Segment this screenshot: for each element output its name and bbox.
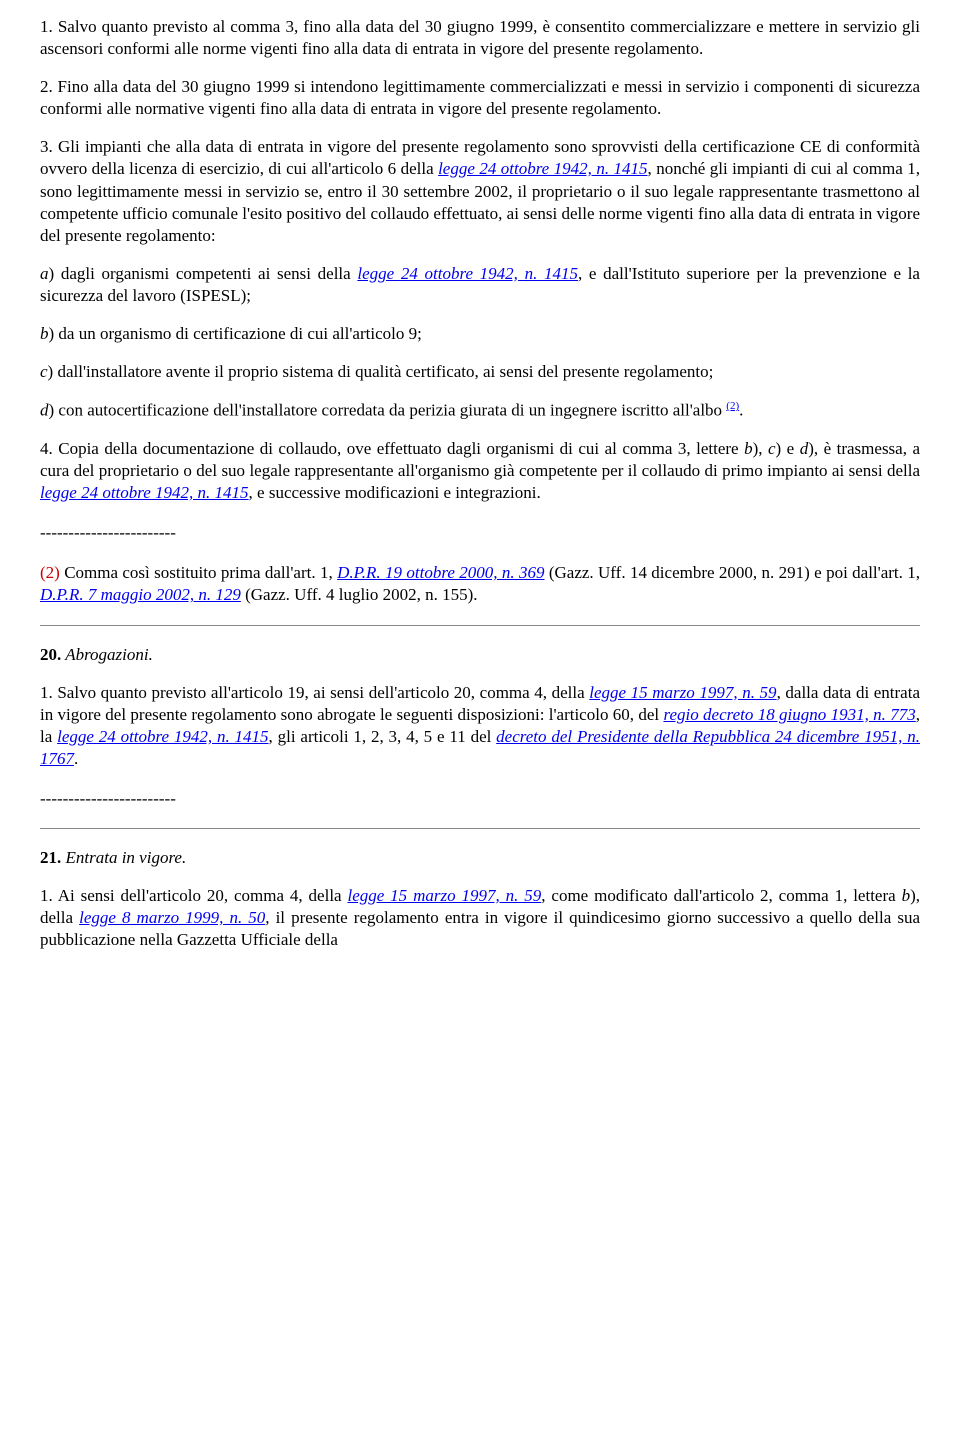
text: ) e [776, 439, 800, 458]
section-title: Abrogazioni. [61, 645, 153, 664]
law-link[interactable]: legge 24 ottobre 1942, n. 1415 [57, 727, 268, 746]
text: , gli articoli 1, 2, 3, 4, 5 e 11 del [269, 727, 497, 746]
list-item-a: a) dagli organismi competenti ai sensi d… [40, 263, 920, 307]
paragraph-3: 3. Gli impianti che alla data di entrata… [40, 136, 920, 246]
text: 1. Salvo quanto previsto all'articolo 19… [40, 683, 589, 702]
law-link[interactable]: legge 15 marzo 1997, n. 59 [589, 683, 776, 702]
text: Comma così sostituito prima dall'art. 1, [60, 563, 337, 582]
law-link[interactable]: legge 8 marzo 1999, n. 50 [79, 908, 265, 927]
letter: d [40, 401, 49, 420]
law-link[interactable]: legge 24 ottobre 1942, n. 1415 [438, 159, 647, 178]
letter: c [768, 439, 776, 458]
dash-separator: ------------------------ [40, 522, 920, 544]
section-title: Entrata in vigore. [61, 848, 186, 867]
section-number: 21. [40, 848, 61, 867]
text: ) con autocertificazione dell'installato… [49, 401, 727, 420]
text: ), [753, 439, 768, 458]
law-link[interactable]: legge 24 ottobre 1942, n. 1415 [357, 264, 578, 283]
section-21-paragraph: 1. Ai sensi dell'articolo 20, comma 4, d… [40, 885, 920, 951]
law-link[interactable]: legge 15 marzo 1997, n. 59 [347, 886, 541, 905]
list-item-d: d) con autocertificazione dell'installat… [40, 399, 920, 422]
letter: b [902, 886, 911, 905]
footnote-2: (2) Comma così sostituito prima dall'art… [40, 562, 920, 606]
footnote-ref[interactable]: (2) [726, 400, 739, 412]
paragraph-2: 2. Fino alla data del 30 giugno 1999 si … [40, 76, 920, 120]
text: , come modificato dall'articolo 2, comma… [541, 886, 901, 905]
text: ) dagli organismi competenti ai sensi de… [49, 264, 358, 283]
text: (Gazz. Uff. 14 dicembre 2000, n. 291) e … [544, 563, 920, 582]
text: , e successive modificazioni e integrazi… [249, 483, 541, 502]
dash-separator: ------------------------ [40, 788, 920, 810]
letter: b [744, 439, 753, 458]
horizontal-rule [40, 828, 920, 829]
letter: a [40, 264, 49, 283]
paragraph-4: 4. Copia della documentazione di collaud… [40, 438, 920, 504]
letter: b [40, 324, 49, 343]
text: . [74, 749, 78, 768]
law-link[interactable]: regio decreto 18 giugno 1931, n. 773 [663, 705, 915, 724]
letter: c [40, 362, 48, 381]
letter: d [800, 439, 809, 458]
law-link[interactable]: D.P.R. 19 ottobre 2000, n. 369 [337, 563, 544, 582]
footnote-marker: (2) [40, 563, 60, 582]
text: ) da un organismo di certificazione di c… [49, 324, 422, 343]
section-number: 20. [40, 645, 61, 664]
list-item-b: b) da un organismo di certificazione di … [40, 323, 920, 345]
list-item-c: c) dall'installatore avente il proprio s… [40, 361, 920, 383]
horizontal-rule [40, 625, 920, 626]
section-20-heading: 20. Abrogazioni. [40, 644, 920, 666]
section-20-paragraph: 1. Salvo quanto previsto all'articolo 19… [40, 682, 920, 770]
law-link[interactable]: D.P.R. 7 maggio 2002, n. 129 [40, 585, 241, 604]
text: . [739, 401, 743, 420]
text: ) dall'installatore avente il proprio si… [48, 362, 714, 381]
text: 1. Ai sensi dell'articolo 20, comma 4, d… [40, 886, 347, 905]
text: (Gazz. Uff. 4 luglio 2002, n. 155). [241, 585, 478, 604]
section-21-heading: 21. Entrata in vigore. [40, 847, 920, 869]
paragraph-1: 1. Salvo quanto previsto al comma 3, fin… [40, 16, 920, 60]
text: 4. Copia della documentazione di collaud… [40, 439, 744, 458]
law-link[interactable]: legge 24 ottobre 1942, n. 1415 [40, 483, 249, 502]
